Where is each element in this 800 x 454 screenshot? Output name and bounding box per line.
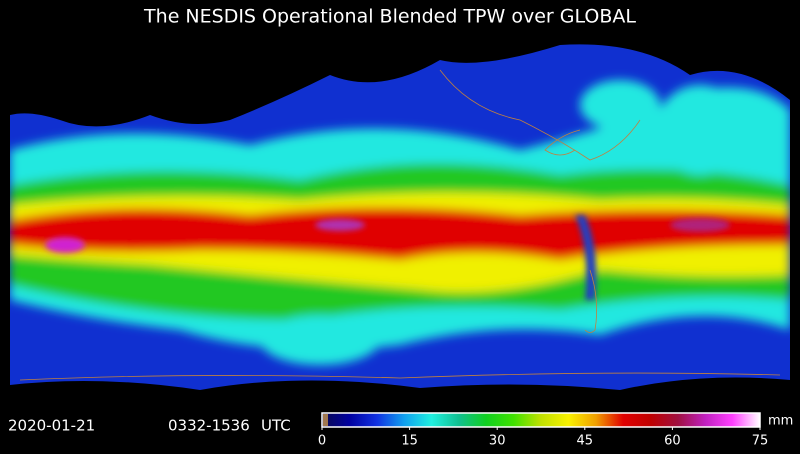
arctic-no-data (10, 35, 790, 127)
cyan-swirl (655, 85, 745, 175)
colorbar-tick-label: 0 (318, 434, 326, 449)
colorbar-tick-label: 60 (664, 434, 681, 449)
colorbar-unit: mm (768, 414, 793, 429)
coastline (544, 129, 581, 156)
colorbar-tick-label: 15 (401, 434, 418, 449)
high-tpw (45, 215, 730, 300)
red-band (10, 207, 790, 260)
coastlines (19, 69, 781, 381)
title: The NESDIS Operational Blended TPW over … (143, 6, 636, 28)
time-range: 0332-1536 (168, 417, 250, 435)
colorbar: 0 15 30 45 60 75 (318, 412, 769, 449)
coastline (584, 269, 598, 333)
antarctic-no-data (10, 377, 790, 400)
cyan-swirl (580, 80, 660, 130)
colorbar-tick-label: 30 (489, 434, 506, 449)
tpw-map (10, 35, 790, 400)
andes-dry (575, 215, 597, 300)
colorbar-fill (321, 412, 761, 428)
cyan-swirl (260, 315, 380, 365)
magenta-core (670, 218, 730, 232)
coastline (439, 69, 641, 161)
date: 2020-01-21 (8, 417, 95, 435)
colorbar-tick-label: 75 (752, 434, 769, 449)
time-zone: UTC (261, 417, 291, 435)
moisture-fields (10, 80, 790, 365)
magenta-core (315, 219, 365, 231)
coastline (19, 372, 781, 381)
colorbar-tick-label: 45 (577, 434, 594, 449)
magenta-core (45, 237, 85, 253)
colorbar-start (323, 414, 328, 426)
